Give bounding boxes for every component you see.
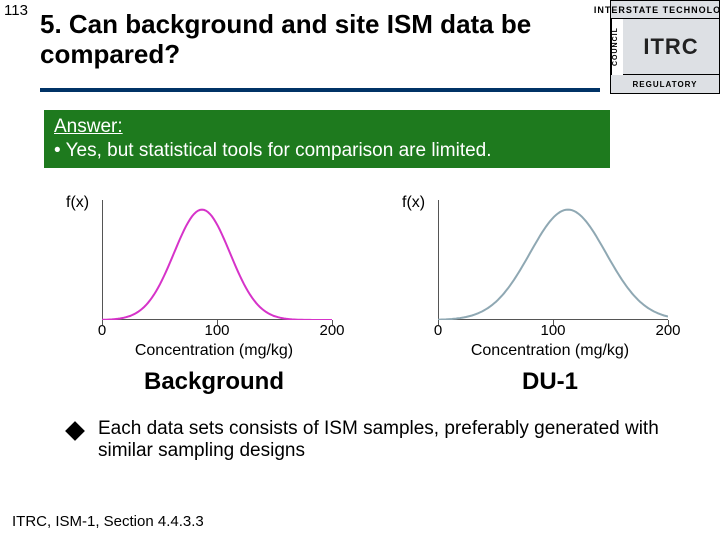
chart-caption: DU-1	[400, 368, 700, 396]
x-axis-label: Concentration (mg/kg)	[64, 342, 364, 360]
logo-mid: ITRC	[623, 19, 719, 75]
charts-region: f(x) 0 100 200 Concentration (mg/kg) Bac…	[0, 180, 720, 410]
bell-curve	[438, 200, 668, 320]
diamond-bullet-icon	[65, 421, 85, 441]
logo-top-label: INTERSTATE TECHNOLOGY	[611, 1, 719, 19]
logo-bottom-label: REGULATORY	[611, 75, 719, 93]
bell-curve	[102, 200, 332, 320]
title-underline	[40, 88, 600, 92]
chart-ylabel: f(x)	[66, 194, 89, 212]
logo-left-label: COUNCIL	[611, 19, 623, 75]
bullet-item: Each data sets consists of ISM samples, …	[68, 418, 668, 462]
page-title: 5. Can background and site ISM data be c…	[40, 10, 600, 70]
chart-plot-area	[102, 200, 332, 320]
itrc-logo: INTERSTATE TECHNOLOGY COUNCIL ITRC REGUL…	[610, 0, 720, 94]
answer-box: Answer: • Yes, but statistical tools for…	[44, 110, 610, 168]
chart-ylabel: f(x)	[402, 194, 425, 212]
bullet-text: Each data sets consists of ISM samples, …	[98, 418, 668, 462]
chart-plot-area	[438, 200, 668, 320]
header: 5. Can background and site ISM data be c…	[0, 0, 720, 96]
footer-citation: ITRC, ISM-1, Section 4.4.3.3	[12, 513, 204, 530]
answer-text: • Yes, but statistical tools for compari…	[54, 140, 600, 162]
chart-caption: Background	[64, 368, 364, 396]
x-axis-label: Concentration (mg/kg)	[400, 342, 700, 360]
answer-label: Answer:	[54, 116, 600, 138]
